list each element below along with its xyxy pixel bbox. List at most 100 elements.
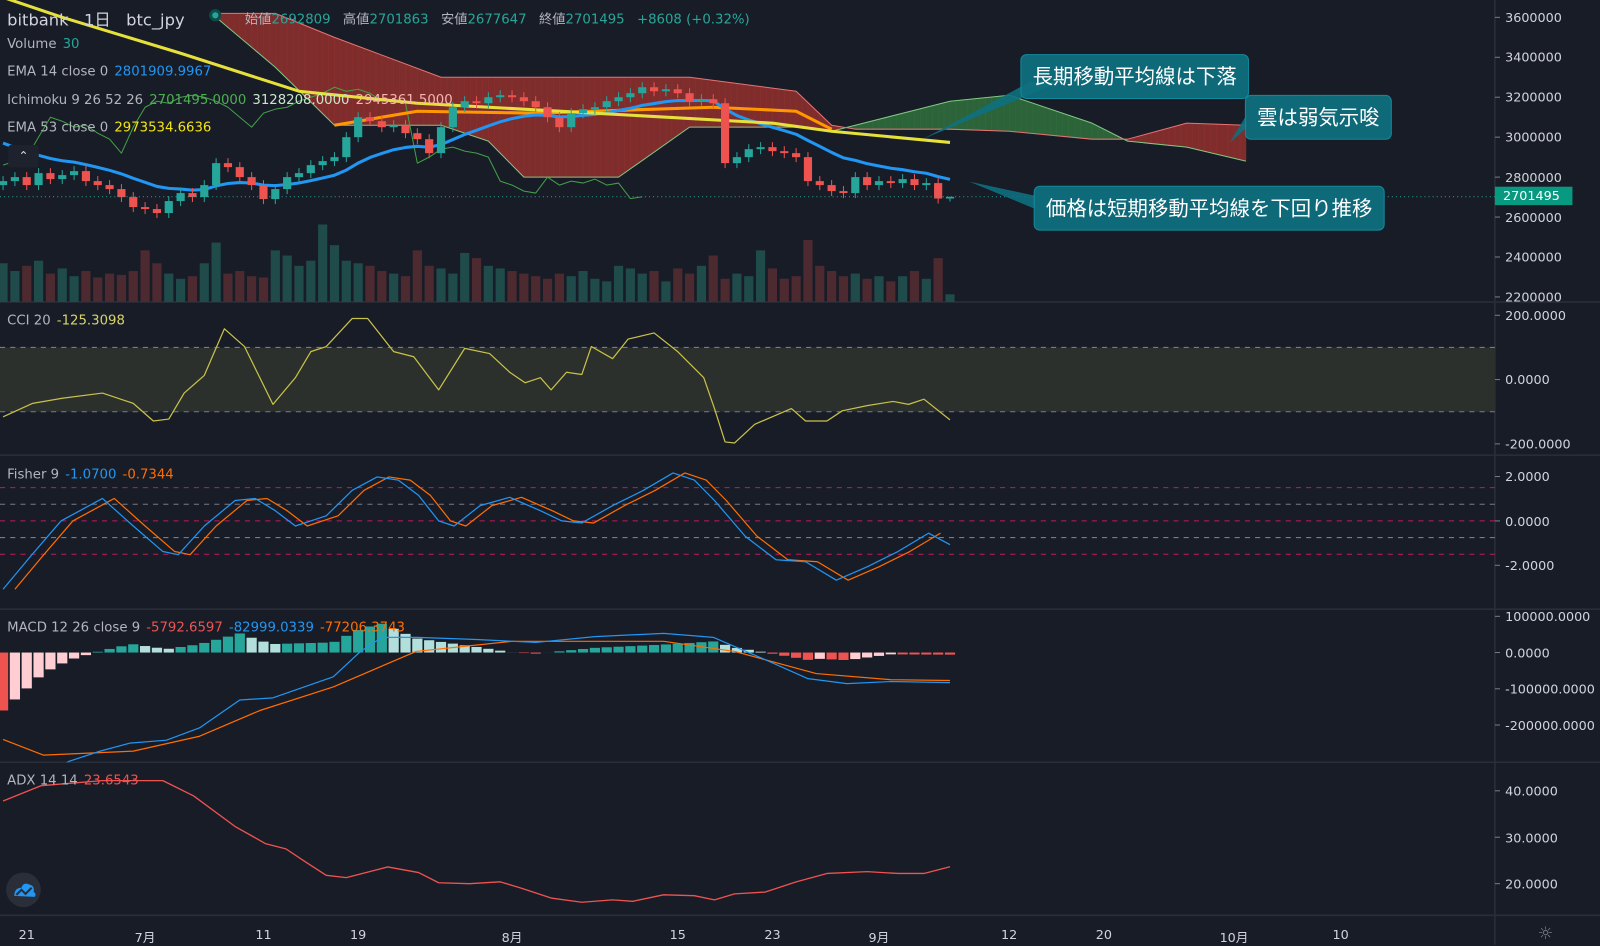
annotation-long-ma[interactable]: 長期移動平均線は下落 bbox=[1020, 54, 1249, 99]
macd-line-value: -82999.0339 bbox=[229, 620, 314, 635]
candle-up bbox=[212, 163, 220, 185]
interval-label[interactable]: 1日 bbox=[84, 10, 111, 29]
price-axis-label: 3200000 bbox=[1505, 90, 1562, 105]
cloud-bullish-segment bbox=[1057, 111, 1063, 136]
volume-bar bbox=[152, 263, 161, 302]
fisher-axis-label: -2.0000 bbox=[1505, 558, 1554, 573]
cloud-bearish-segment bbox=[1216, 124, 1222, 155]
tradingview-cloud-logo-icon[interactable] bbox=[6, 872, 41, 907]
symbol-name[interactable]: btc_jpy bbox=[126, 10, 184, 29]
fisher-legend[interactable]: Fisher 9-1.0700-0.7344 bbox=[7, 467, 180, 483]
candle-up bbox=[922, 183, 930, 185]
candle-up bbox=[58, 175, 66, 179]
cci-legend-value: -125.3098 bbox=[57, 313, 125, 328]
macd-signal-value: -77206.3743 bbox=[320, 620, 405, 635]
time-axis-label: 15 bbox=[670, 927, 686, 942]
macd-legend[interactable]: MACD 12 26 close 9-5792.6597-82999.0339-… bbox=[7, 620, 411, 636]
candle-up bbox=[449, 107, 457, 127]
macd-histogram-bar bbox=[270, 644, 280, 653]
cloud-bearish-segment bbox=[1181, 123, 1187, 147]
annotation-cloud[interactable]: 雲は弱気示唆 bbox=[1245, 95, 1392, 140]
time-axis-label: 8月 bbox=[502, 927, 523, 946]
ichimoku-value-1: 2701495.0000 bbox=[149, 93, 246, 108]
macd-histogram-bar bbox=[22, 653, 32, 689]
cloud-bullish-segment bbox=[962, 99, 968, 129]
time-axis-label: 9月 bbox=[869, 927, 890, 946]
candle-down bbox=[780, 151, 788, 153]
cci-axis-label: -200.0000 bbox=[1505, 436, 1570, 451]
macd-histogram-bar bbox=[554, 651, 564, 652]
cloud-bearish-segment bbox=[494, 77, 500, 153]
cci-legend[interactable]: CCI 20-125.3098 bbox=[7, 313, 131, 329]
cloud-bullish-segment bbox=[909, 110, 915, 129]
candle-down bbox=[378, 121, 386, 127]
candle-down bbox=[863, 177, 871, 185]
cloud-bearish-segment bbox=[500, 77, 506, 159]
macd-histogram-bar bbox=[827, 653, 837, 660]
volume-bar bbox=[934, 258, 943, 302]
ema53-legend-label: EMA 53 close 0 bbox=[7, 120, 108, 135]
cloud-bearish-segment bbox=[619, 77, 625, 177]
cloud-bullish-segment bbox=[956, 100, 962, 130]
volume-bar bbox=[886, 281, 895, 302]
candle-up bbox=[354, 117, 362, 137]
volume-bar bbox=[945, 294, 954, 302]
macd-histogram-bar bbox=[116, 646, 126, 652]
macd-histogram-bar bbox=[862, 653, 872, 658]
volume-bar bbox=[294, 266, 303, 302]
cci-axis-label: 200.0000 bbox=[1505, 308, 1566, 323]
volume-bar bbox=[129, 271, 138, 302]
cloud-bearish-segment bbox=[536, 77, 542, 177]
time-axis-label: 10 bbox=[1332, 927, 1348, 942]
candle-up bbox=[283, 177, 291, 189]
cloud-bearish-segment bbox=[1210, 124, 1216, 154]
cloud-bearish-segment bbox=[772, 88, 778, 127]
macd-histogram-bar bbox=[247, 638, 257, 653]
cloud-bearish-segment bbox=[512, 77, 518, 171]
collapse-legend-button[interactable]: ⌃ bbox=[8, 145, 39, 167]
time-axis-label: 12 bbox=[1001, 927, 1017, 942]
cloud-bearish-segment bbox=[1169, 126, 1175, 146]
annotation-price[interactable]: 価格は短期移動平均線を下回り推移 bbox=[1034, 186, 1385, 231]
candle-up bbox=[200, 185, 208, 197]
candle-up bbox=[496, 95, 504, 97]
ichimoku-value-3: 2945361.5000 bbox=[356, 93, 453, 108]
cloud-bearish-segment bbox=[358, 46, 364, 125]
volume-bar bbox=[271, 250, 280, 302]
macd-histogram-bar bbox=[187, 645, 197, 652]
candle-down bbox=[721, 103, 729, 163]
cloud-bullish-segment bbox=[944, 101, 950, 129]
volume-bar bbox=[10, 271, 19, 302]
cloud-bullish-segment bbox=[1086, 121, 1092, 139]
time-axis-label: 21 bbox=[19, 927, 35, 942]
candle-down bbox=[248, 177, 256, 185]
candle-down bbox=[816, 181, 824, 185]
volume-bar bbox=[507, 271, 516, 302]
macd-histogram-bar bbox=[483, 649, 493, 653]
candle-down bbox=[804, 157, 812, 181]
volume-bar bbox=[578, 271, 587, 302]
macd-histogram-bar bbox=[294, 643, 304, 652]
macd-histogram-bar bbox=[874, 653, 884, 656]
volume-bar bbox=[898, 276, 907, 302]
macd-histogram-bar bbox=[341, 636, 351, 653]
cloud-bearish-segment bbox=[678, 77, 684, 135]
gear-icon[interactable]: ☼ bbox=[1538, 923, 1554, 943]
macd-axis-label: -200000.0000 bbox=[1505, 717, 1595, 732]
volume-bar bbox=[318, 224, 327, 302]
volume-bar bbox=[117, 275, 126, 302]
candle-up bbox=[342, 137, 350, 157]
volume-bar bbox=[93, 277, 102, 302]
macd-histogram-bar bbox=[69, 653, 79, 659]
candle-up bbox=[0, 181, 7, 185]
candle-down bbox=[520, 97, 528, 101]
candle-up bbox=[899, 179, 907, 183]
cloud-bullish-segment bbox=[1068, 115, 1074, 137]
